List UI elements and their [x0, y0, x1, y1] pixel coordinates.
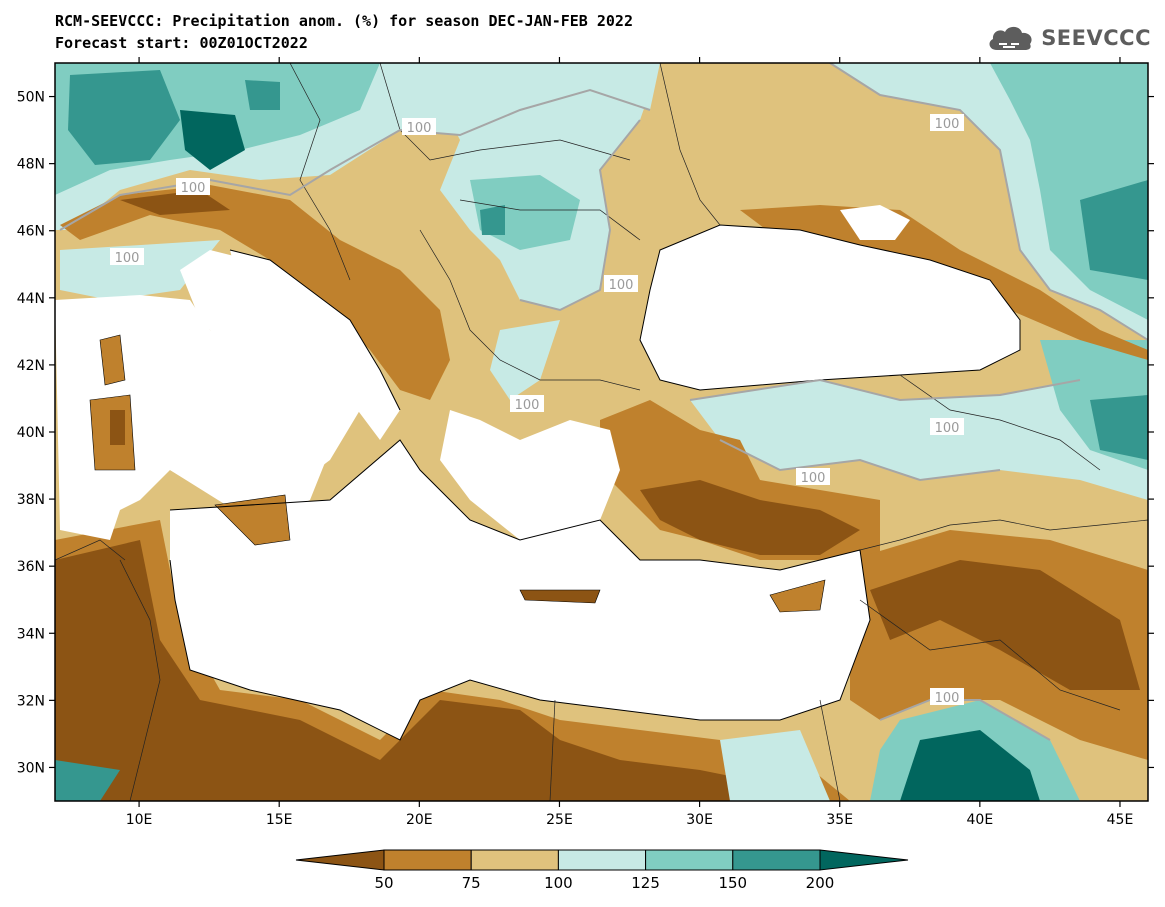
anomaly-band-under-50: [55, 540, 820, 801]
contour-label: 100: [935, 421, 960, 436]
colorbar-label: 50: [374, 874, 393, 892]
anomaly-band-under-50: [120, 190, 230, 215]
lon-tick-label: 25E: [546, 812, 573, 828]
lon-tick-label: 20E: [406, 812, 433, 828]
anomaly-band-100-125: [690, 380, 1148, 500]
lat-axis: 50N 48N 46N 44N 42N 40N 38N 36N 34N 32N 30N: [17, 90, 1154, 776]
colorbar-label: 100: [544, 874, 573, 892]
anomaly-band-over-200: [180, 110, 245, 170]
colorbar-swatch: [645, 849, 734, 871]
seevccc-logo: SEEVCCC: [985, 22, 1151, 54]
anomaly-band-under-50: [640, 480, 860, 555]
anomaly-band-150-200: [1080, 180, 1148, 280]
colorbar-label: 125: [631, 874, 660, 892]
contour-label: 100: [181, 181, 206, 196]
lat-tick-label: 44N: [17, 291, 45, 307]
lon-tick-label: 10E: [126, 812, 153, 828]
anomaly-band-100-125: [720, 730, 830, 801]
lon-tick-label: 40E: [967, 812, 994, 828]
tyrrhenian-sea: [170, 250, 360, 520]
lat-tick-label: 38N: [17, 492, 45, 508]
map-plot-area: 100 100 100 100 100 100 100 100 100: [55, 63, 1148, 801]
crete-island: [519, 589, 601, 604]
adriatic-sea: [230, 250, 400, 440]
contour-label: 100: [115, 251, 140, 266]
lat-tick-label: 30N: [17, 760, 45, 776]
lat-tick-label: 36N: [17, 559, 45, 575]
colorbar-swatch: [819, 849, 909, 871]
country-borders: [55, 63, 1148, 801]
aegean-sea: [440, 410, 620, 550]
lat-tick-label: 46N: [17, 224, 45, 240]
lat-tick-label: 40N: [17, 425, 45, 441]
forecast-start-label: Forecast start: 00Z01OCT2022: [55, 34, 308, 52]
lat-tick-label: 34N: [17, 626, 45, 642]
anomaly-band-150-200: [245, 80, 280, 110]
corsica-island: [99, 334, 126, 386]
colorbar: 50 75 100 125 150 200: [295, 849, 909, 892]
lon-tick-label: 45E: [1107, 812, 1134, 828]
contour-label: 100: [935, 691, 960, 706]
lon-tick-label: 30E: [686, 812, 713, 828]
chart-title: RCM-SEEVCCC: Precipitation anom. (%) for…: [55, 12, 633, 30]
contour-label: 100: [407, 121, 432, 136]
coastlines: [169, 224, 1021, 741]
anomaly-band-150-200: [480, 205, 505, 235]
logo-text: SEEVCCC: [1041, 26, 1151, 50]
colorbar-swatch: [470, 849, 559, 871]
colorbar-swatch: [732, 849, 821, 871]
cloud-icon: [989, 26, 1032, 50]
lon-tick-label: 15E: [266, 812, 293, 828]
anomaly-band-150-200: [68, 70, 180, 165]
anomaly-band-150-200: [55, 760, 120, 801]
lat-tick-label: 50N: [17, 90, 45, 106]
colorbar-label: 200: [806, 874, 835, 892]
lat-tick-label: 42N: [17, 358, 45, 374]
anomaly-band-150-200: [1090, 395, 1148, 460]
anomaly-band-100-125: [60, 240, 220, 300]
colorbar-swatch: [295, 849, 385, 871]
colorbar-label: 150: [718, 874, 747, 892]
lat-tick-label: 48N: [17, 157, 45, 173]
cyprus-island: [769, 579, 826, 613]
colorbar-swatch: [383, 849, 472, 871]
anomaly-band-100-125: [490, 320, 560, 400]
lon-tick-label: 35E: [826, 812, 853, 828]
sea-of-azov: [840, 205, 910, 240]
black-sea: [640, 225, 1020, 390]
contour-label: 100: [935, 117, 960, 132]
sardinia-dry-core: [110, 410, 125, 445]
anomaly-band-under-50: [870, 560, 1140, 690]
contour-label: 100: [515, 398, 540, 413]
sicily-island: [214, 494, 291, 546]
contour-label: 100: [609, 278, 634, 293]
colorbar-label: 75: [462, 874, 481, 892]
anomaly-band-over-200: [900, 730, 1040, 801]
contour-label-group: 100 100 100 100 100 100 100 100 100: [110, 114, 964, 706]
lon-axis: 10E 15E 20E 25E 30E 35E 40E 45E: [126, 57, 1134, 828]
colorbar-swatch: [557, 849, 647, 871]
contour-label: 100: [801, 471, 826, 486]
lat-tick-label: 32N: [17, 693, 45, 709]
